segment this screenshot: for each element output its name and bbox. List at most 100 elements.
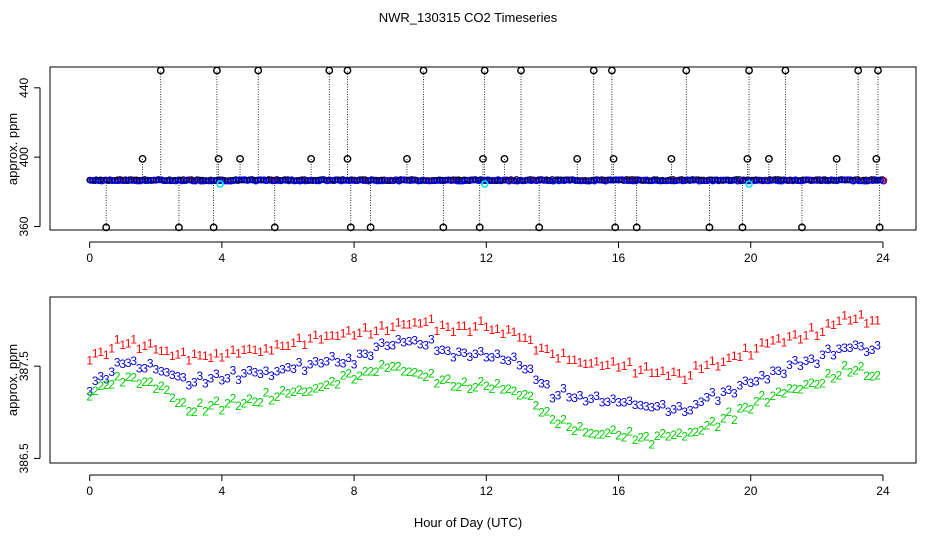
series-3-point: 3 <box>847 341 854 355</box>
series-2-point: 2 <box>615 429 622 443</box>
series-2-point: 2 <box>406 365 413 379</box>
series-1-point: 1 <box>599 359 606 373</box>
series-3-point: 3 <box>428 332 435 346</box>
series-3-point: 3 <box>819 348 826 362</box>
series-2-point: 2 <box>511 384 518 398</box>
series-1-point: 1 <box>643 360 650 374</box>
series-1-point: 1 <box>610 354 617 368</box>
series-1-point: 1 <box>874 314 881 328</box>
series-1-point: 1 <box>737 350 744 364</box>
series-2-point: 2 <box>345 367 352 381</box>
series-2-point: 2 <box>252 395 259 409</box>
series-2-point: 2 <box>241 397 248 411</box>
top-outlier-points <box>102 66 884 232</box>
outlier-point <box>798 223 806 232</box>
series-3-point: 3 <box>808 352 815 366</box>
series-3-point: 3 <box>648 400 655 414</box>
series-1-point: 1 <box>478 314 485 328</box>
series-3-point: 3 <box>571 391 578 405</box>
series-3-point: 3 <box>406 335 413 349</box>
series-3-point: 3 <box>725 383 732 397</box>
series-3-point: 3 <box>792 353 799 367</box>
series-3-point: 3 <box>439 343 446 357</box>
series-1-point: 1 <box>786 330 793 344</box>
series-2-point: 2 <box>186 404 193 418</box>
outlier-point <box>632 223 641 232</box>
top-x-tick-label: 8 <box>351 251 358 265</box>
series-1-point: 1 <box>86 354 93 368</box>
series-2-point: 2 <box>659 426 666 440</box>
outlier-point <box>667 155 676 163</box>
series-3-point: 3 <box>191 376 198 390</box>
series-3-point: 3 <box>621 396 628 410</box>
series-3-point: 3 <box>213 367 220 381</box>
series-1-point: 1 <box>246 342 253 356</box>
series-2-point: 2 <box>158 379 165 393</box>
bottom-x-tick-label: 0 <box>86 484 93 498</box>
series-1-point: 1 <box>257 345 264 359</box>
series-2-point: 2 <box>814 378 821 392</box>
series-3-point: 3 <box>759 369 766 383</box>
series-1-point: 1 <box>621 359 628 373</box>
series-3-point: 3 <box>444 344 451 358</box>
series-1-point: 1 <box>323 329 330 343</box>
series-2-point: 2 <box>687 426 694 440</box>
series-2-point: 2 <box>152 382 159 396</box>
bottom-plot-frame <box>49 296 917 464</box>
series-1-point: 1 <box>814 329 821 343</box>
series-1-point: 1 <box>703 358 710 372</box>
series-2-point: 2 <box>417 368 424 382</box>
series-1-point: 1 <box>147 337 154 351</box>
series-2-point: 2 <box>825 366 832 380</box>
series-2-point: 2 <box>847 366 854 380</box>
series-3-point: 3 <box>174 369 181 383</box>
series-1-point: 1 <box>108 342 115 356</box>
series-3-point: 3 <box>670 403 677 417</box>
series-2-point: 2 <box>610 423 617 437</box>
series-3-point: 3 <box>748 376 755 390</box>
outlier-point <box>832 155 841 163</box>
series-3-point: 3 <box>742 374 749 388</box>
series-3-point: 3 <box>92 374 99 388</box>
series-3-point: 3 <box>874 339 881 353</box>
series-3-point: 3 <box>345 351 352 365</box>
series-1-point: 1 <box>389 320 396 334</box>
outlier-point <box>874 66 882 75</box>
series-1-point: 1 <box>378 319 385 333</box>
series-3-point: 3 <box>505 354 512 368</box>
series-3-point: 3 <box>797 359 804 373</box>
series-2-point: 2 <box>731 413 738 427</box>
series-1-point: 1 <box>566 353 573 367</box>
series-1-point: 1 <box>665 369 672 383</box>
series-3-point: 3 <box>307 358 314 372</box>
series-1-point: 1 <box>588 356 595 370</box>
series-3-point: 3 <box>351 357 358 371</box>
series-1-point: 1 <box>582 357 589 371</box>
series-2-point: 2 <box>213 394 220 408</box>
series-2-point: 2 <box>593 427 600 441</box>
series-1-point: 1 <box>406 317 413 331</box>
series-2-point: 2 <box>378 358 385 372</box>
series-3-point: 3 <box>533 373 540 387</box>
bottom-x-tick-label: 24 <box>876 484 890 498</box>
series-2-point: 2 <box>681 429 688 443</box>
series-1-point: 1 <box>522 331 529 345</box>
series-2-point: 2 <box>588 426 595 440</box>
chart-title: NWR_130315 CO2 Timeseries <box>379 10 558 25</box>
series-1-point: 1 <box>345 323 352 337</box>
series-3-point: 3 <box>163 366 170 380</box>
series-3-point: 3 <box>604 395 611 409</box>
series-2-point: 2 <box>632 433 639 447</box>
series-1-point: 1 <box>549 347 556 361</box>
series-1-point: 1 <box>439 318 446 332</box>
outlier-point <box>745 66 753 75</box>
bottom-x-tick-label: 20 <box>744 484 758 498</box>
bottom-x-tick-label: 16 <box>612 484 626 498</box>
series-1-point: 1 <box>527 333 534 347</box>
series-3-point: 3 <box>147 357 154 371</box>
series-3-point: 3 <box>654 400 661 414</box>
series-1-point: 1 <box>411 316 418 330</box>
outlier-point <box>214 155 223 163</box>
series-2-point: 2 <box>549 412 556 426</box>
